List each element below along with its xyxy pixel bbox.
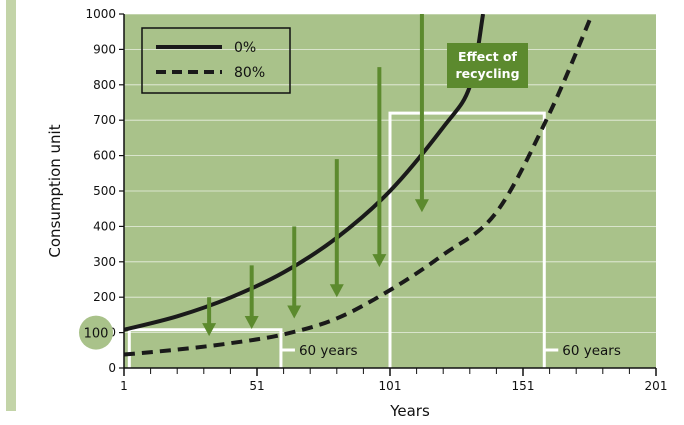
- x-axis-title: Years: [389, 402, 430, 420]
- period-label: 60 years: [562, 343, 621, 359]
- period-marker: 60 years: [127, 328, 358, 368]
- arrow-head: [414, 199, 429, 213]
- arrow-head: [287, 305, 302, 319]
- y-tick-label: 0: [108, 361, 116, 375]
- series-line-0pct: [124, 14, 486, 332]
- recycling-arrow: [414, 14, 429, 213]
- y-tick-label: 600: [93, 149, 116, 163]
- arrow-head: [329, 284, 344, 298]
- legend-label: 80%: [234, 65, 265, 81]
- period-label: 60 years: [299, 343, 358, 359]
- arrow-head: [202, 323, 217, 337]
- x-tick-label: 1: [120, 379, 128, 393]
- legend-label: 0%: [234, 40, 256, 56]
- recycling-callout: Effect of recycling: [447, 43, 528, 88]
- period-marker: 60 years: [388, 111, 621, 368]
- recycling-arrow: [244, 265, 259, 330]
- highlight-circle-label: 100: [84, 327, 109, 342]
- recycling-arrow: [202, 297, 217, 337]
- y-tick-label: 800: [93, 78, 116, 92]
- x-tick-label: 201: [645, 379, 668, 393]
- y-tick-label: 300: [93, 255, 116, 269]
- highlight-100: 100: [79, 315, 113, 350]
- recycling-arrow: [287, 226, 302, 319]
- x-tick-label: 51: [249, 379, 264, 393]
- arrow-head: [372, 254, 387, 268]
- recycling-arrow: [329, 159, 344, 298]
- y-tick-label: 700: [93, 113, 116, 127]
- y-tick-label: 900: [93, 42, 116, 56]
- y-tick-label: 500: [93, 184, 116, 198]
- series-line-80pct: [124, 14, 594, 357]
- period-bracket: [388, 111, 546, 368]
- y-axis-title: Consumption unit: [46, 124, 64, 257]
- legend: 0% 80%: [141, 27, 291, 94]
- y-tick-label: 400: [93, 219, 116, 233]
- callout-box: [447, 43, 528, 88]
- decorative-left-bar: [6, 0, 16, 411]
- legend-box: [141, 27, 291, 94]
- callout-label: recycling: [455, 66, 519, 81]
- x-tick-label: 151: [512, 379, 535, 393]
- y-tick-label: 1000: [85, 7, 116, 21]
- y-tick-label: 200: [93, 290, 116, 304]
- recycling-arrow: [372, 67, 387, 268]
- callout-label: Effect of: [458, 49, 517, 64]
- highlight-circle: [79, 315, 113, 350]
- x-tick-label: 101: [379, 379, 402, 393]
- arrow-head: [244, 316, 259, 330]
